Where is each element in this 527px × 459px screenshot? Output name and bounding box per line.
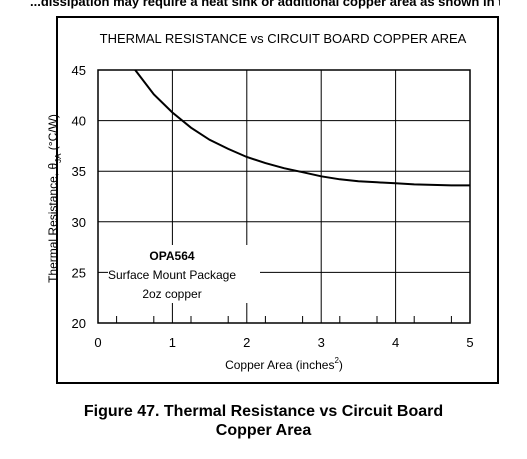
x-tick-label: 2 — [243, 335, 250, 350]
series-line — [134, 69, 470, 187]
annotation-title: OPA564 — [149, 249, 194, 263]
y-tick-label: 35 — [72, 164, 86, 179]
annotation-background — [108, 245, 260, 303]
annotation-box: OPA564 Surface Mount Package 2oz copper — [108, 245, 260, 303]
x-tick-label: 0 — [94, 335, 101, 350]
y-tick-label: 40 — [72, 114, 86, 129]
x-tick-label: 5 — [466, 335, 473, 350]
x-tick-label: 3 — [318, 335, 325, 350]
figure-caption-line-2: Copper Area — [215, 422, 312, 439]
chart-title: THERMAL RESISTANCE vs CIRCUIT BOARD COPP… — [100, 31, 467, 46]
annotation-line-1: Surface Mount Package — [108, 268, 236, 282]
x-axis-ticks: 0 1 2 3 4 5 — [94, 335, 473, 350]
y-tick-label: 45 — [72, 63, 86, 78]
y-axis-label: Thermal Resistance, θJA (°C/W) — [46, 114, 63, 283]
y-tick-label: 20 — [72, 316, 86, 331]
x-tick-label: 4 — [392, 335, 399, 350]
y-axis-ticks: 45 40 35 30 25 20 — [72, 63, 86, 331]
cutoff-paragraph-text: ...dissipation may require a heat sink o… — [30, 0, 500, 9]
y-tick-label: 30 — [72, 215, 86, 230]
y-tick-label: 25 — [72, 265, 86, 280]
x-tick-label: 1 — [169, 335, 176, 350]
plot-border — [97, 69, 471, 324]
chart-frame — [56, 16, 499, 384]
figure-caption-line-1: Figure 47. Thermal Resistance vs Circuit… — [83, 403, 444, 420]
annotation-line-2: 2oz copper — [142, 287, 201, 301]
x-axis-label: Copper Area (inches2) — [225, 356, 343, 372]
plot-area-border — [97, 69, 471, 324]
